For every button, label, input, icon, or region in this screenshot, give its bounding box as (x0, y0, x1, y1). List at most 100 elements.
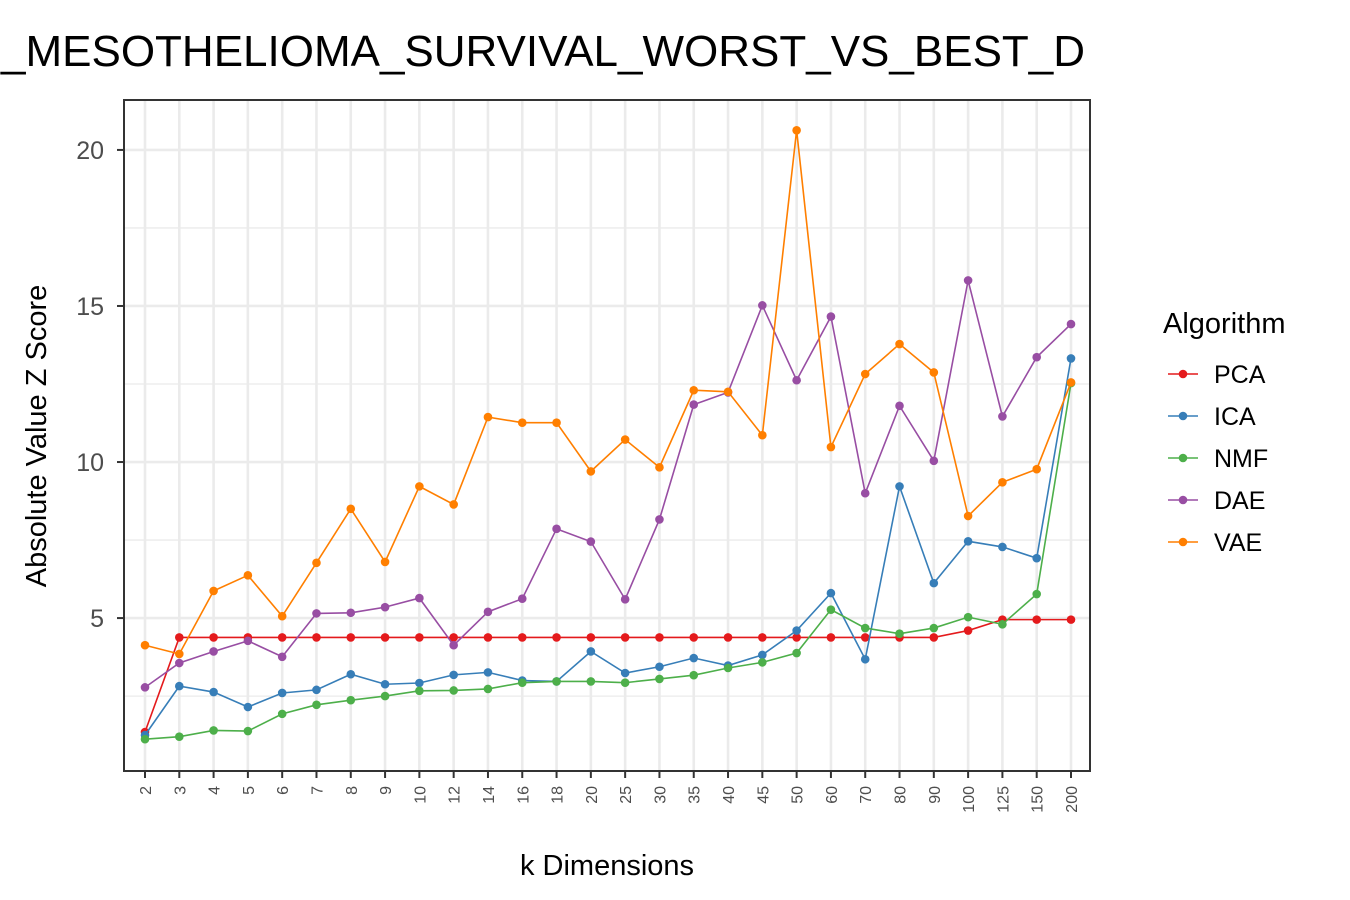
legend-label: NMF (1214, 445, 1268, 473)
data-point-ica (655, 662, 664, 672)
data-point-vae (552, 418, 561, 428)
data-point-ica (277, 688, 287, 698)
data-point-pca (860, 633, 870, 642)
data-point-pca (620, 633, 630, 642)
data-point-dae (483, 607, 493, 617)
data-point-ica (826, 588, 836, 598)
x-tick-label: 90 (927, 786, 944, 804)
data-point-dae (620, 595, 630, 604)
data-point-nmf (929, 623, 939, 633)
data-point-dae (1032, 352, 1042, 362)
data-point-vae (620, 435, 630, 444)
data-point-ica (620, 668, 630, 678)
legend-item-dae: DAE (1168, 487, 1265, 515)
data-point-dae (209, 647, 218, 656)
series-line-nmf (144, 382, 1072, 740)
data-point-dae (929, 456, 939, 466)
data-point-vae (655, 463, 664, 472)
series-line-ica (144, 358, 1072, 736)
data-point-nmf (174, 732, 184, 741)
legend-item-ica: ICA (1168, 403, 1256, 431)
data-point-nmf (689, 670, 699, 680)
data-point-vae (723, 387, 733, 397)
x-tick-label: 5 (241, 786, 258, 795)
legend-item-vae: VAE (1168, 529, 1262, 557)
data-point-dae (517, 594, 527, 604)
x-tick-label: 12 (447, 786, 464, 804)
data-point-nmf (792, 648, 801, 658)
x-tick-label: 80 (893, 786, 910, 804)
data-point-nmf (620, 678, 630, 687)
legend-label: VAE (1214, 529, 1262, 557)
data-point-pca (1066, 615, 1076, 624)
data-point-vae (483, 412, 493, 422)
x-tick-label: 30 (652, 786, 669, 804)
x-tick-label: 2 (138, 786, 155, 795)
data-point-dae (826, 312, 836, 321)
data-point-vae (380, 557, 390, 567)
data-point-dae (963, 276, 973, 285)
plot-border (123, 99, 1091, 772)
data-point-nmf (483, 684, 493, 694)
data-point-dae (586, 537, 596, 546)
data-point-vae (1066, 378, 1076, 387)
data-point-nmf (655, 674, 664, 684)
data-point-dae (655, 515, 664, 524)
data-point-vae (174, 649, 184, 659)
data-point-ica (929, 578, 939, 588)
x-axis-label: k Dimensions (520, 850, 694, 882)
chart-title: _MESOTHELIOMA_SURVIVAL_WORST_VS_BEST_D (0, 27, 1085, 76)
legend-label: DAE (1214, 487, 1265, 515)
minor-gridlines (124, 227, 1090, 697)
series-line-pca (144, 618, 1071, 733)
data-point-ica (1032, 553, 1042, 563)
data-point-vae (277, 611, 287, 621)
data-point-dae (689, 400, 699, 409)
major-gridlines (124, 100, 1090, 771)
x-tick-label: 16 (515, 786, 532, 804)
x-tick-label: 8 (344, 786, 361, 795)
x-tick-label: 60 (824, 786, 841, 804)
data-point-vae (689, 385, 699, 395)
data-point-pca (312, 633, 321, 642)
data-point-ica (963, 536, 973, 546)
series-vae (140, 125, 1076, 659)
data-point-nmf (1032, 589, 1042, 599)
data-point-pca (552, 633, 561, 642)
data-point-vae (895, 339, 904, 349)
data-point-ica (312, 685, 321, 695)
data-point-dae (312, 609, 321, 618)
data-point-vae (1032, 464, 1042, 474)
data-point-vae (209, 586, 218, 596)
data-point-pca (963, 626, 973, 635)
data-point-dae (174, 658, 184, 668)
data-point-dae (380, 602, 390, 612)
legend-label: PCA (1214, 361, 1266, 389)
data-point-ica (1066, 354, 1076, 363)
data-point-pca (792, 633, 801, 642)
data-point-pca (517, 633, 527, 642)
series-layer (140, 125, 1076, 744)
x-tick-label: 4 (207, 786, 224, 795)
data-point-dae (449, 640, 458, 650)
data-point-vae (860, 369, 870, 379)
y-axis: 5 10 15 20 (76, 137, 124, 633)
series-dae (140, 276, 1076, 692)
data-point-ica (758, 650, 767, 660)
data-point-ica (346, 669, 356, 679)
data-point-dae (860, 488, 870, 498)
data-point-nmf (312, 700, 321, 710)
data-point-ica (243, 702, 253, 712)
data-point-dae (243, 636, 253, 646)
data-point-pca (449, 633, 458, 642)
x-tick-label: 14 (481, 786, 498, 804)
data-point-vae (415, 482, 424, 491)
data-point-vae (792, 125, 801, 135)
data-point-pca (826, 633, 836, 642)
x-axis: 2 3 4 5 6 7 8 9 10 12 14 16 18 20 25 30 35 40 45 50 60 70 80 90… (138, 771, 1081, 813)
data-point-ica (689, 653, 699, 663)
data-point-dae (792, 375, 801, 385)
data-point-nmf (415, 686, 424, 696)
x-tick-label: 7 (309, 786, 326, 795)
